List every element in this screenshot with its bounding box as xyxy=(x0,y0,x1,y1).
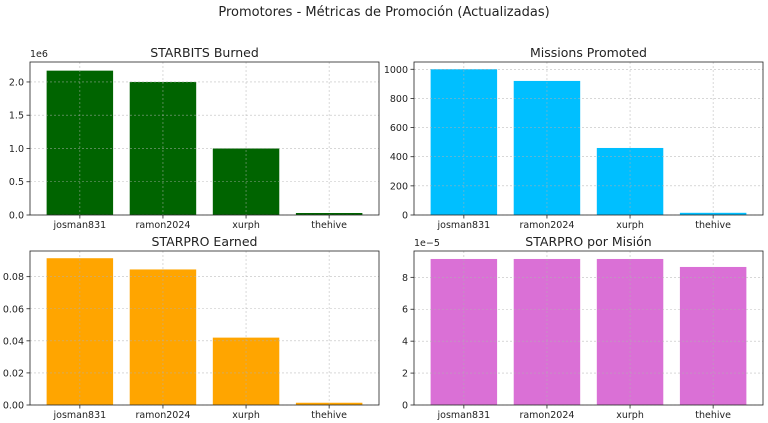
axes-frame xyxy=(29,250,380,406)
y-tick-label: 200 xyxy=(390,181,408,192)
x-tick-label: xurph xyxy=(616,220,644,231)
subplot-title: Missions Promoted xyxy=(530,45,647,60)
y-tick-label: 4 xyxy=(402,337,408,348)
y-tick-label: 1.5 xyxy=(9,111,24,122)
subplot-3: 0.00 0.02 0.04 0.06 0.08 josman831 ramon2024 xu… xyxy=(3,234,380,421)
x-tick-label: josman831 xyxy=(437,220,491,231)
x-tick-label: thehive xyxy=(311,220,347,231)
subplot-title: STARPRO Earned xyxy=(152,234,258,249)
x-tick-label: xurph xyxy=(232,220,260,231)
bar-thehive xyxy=(679,212,747,215)
y-tick-label: 0.0 xyxy=(9,211,24,222)
y-tick-label: 0.02 xyxy=(3,368,24,379)
y-tick-label: 8 xyxy=(402,273,408,284)
x-tick-label: ramon2024 xyxy=(135,410,190,421)
subplot-title: STARBITS Burned xyxy=(150,45,259,60)
y-offset-label: 1e−5 xyxy=(414,238,440,249)
y-tick-label: 0 xyxy=(402,401,408,412)
x-tick-label: thehive xyxy=(695,410,731,421)
y-tick-label: 2 xyxy=(402,369,408,380)
y-tick-label: 1000 xyxy=(384,65,408,76)
x-tick-label: josman831 xyxy=(437,410,491,421)
subplot-1: 0.0 0.5 1.0 1.5 2.0 josman831 ramon2024 xurph th… xyxy=(9,45,380,231)
y-tick-label: 0.00 xyxy=(3,401,24,412)
axes-frame xyxy=(413,250,764,406)
x-tick-label: josman831 xyxy=(53,220,107,231)
subplot-4: 0 2 4 6 8 josman831 ramon2024 xurph thehive 1e−5 S… xyxy=(402,234,764,421)
x-tick-label: ramon2024 xyxy=(519,220,574,231)
subplot-grid: 0.0 0.5 1.0 1.5 2.0 josman831 ramon2024 xurph th… xyxy=(3,45,764,421)
y-tick-label: 600 xyxy=(390,123,408,134)
y-tick-label: 0.08 xyxy=(3,272,24,283)
x-tick-label: thehive xyxy=(311,410,347,421)
y-tick-label: 1.0 xyxy=(9,144,24,155)
y-tick-label: 0.04 xyxy=(3,336,24,347)
x-tick-label: xurph xyxy=(616,410,644,421)
x-tick-label: xurph xyxy=(232,410,260,421)
y-tick-label: 0.5 xyxy=(9,177,24,188)
x-tick-label: ramon2024 xyxy=(519,410,574,421)
y-tick-label: 800 xyxy=(390,94,408,105)
y-tick-label: 2.0 xyxy=(9,77,24,88)
y-tick-label: 0 xyxy=(402,211,408,222)
subplot-title: STARPRO por Misión xyxy=(525,234,651,249)
x-tick-label: josman831 xyxy=(53,410,107,421)
y-tick-label: 0.06 xyxy=(3,304,24,315)
x-tick-label: ramon2024 xyxy=(135,220,190,231)
y-tick-label: 400 xyxy=(390,152,408,163)
axes-frame xyxy=(29,61,380,216)
x-tick-label: thehive xyxy=(695,220,731,231)
subplot-2: 0 200 400 600 800 1000 josman831 ramon2024 xurph… xyxy=(384,45,764,231)
figure-title: Promotores - Métricas de Promoción (Actu… xyxy=(218,5,549,20)
axes-frame xyxy=(413,61,764,216)
y-tick-label: 6 xyxy=(402,305,408,316)
y-offset-label: 1e6 xyxy=(30,49,48,60)
